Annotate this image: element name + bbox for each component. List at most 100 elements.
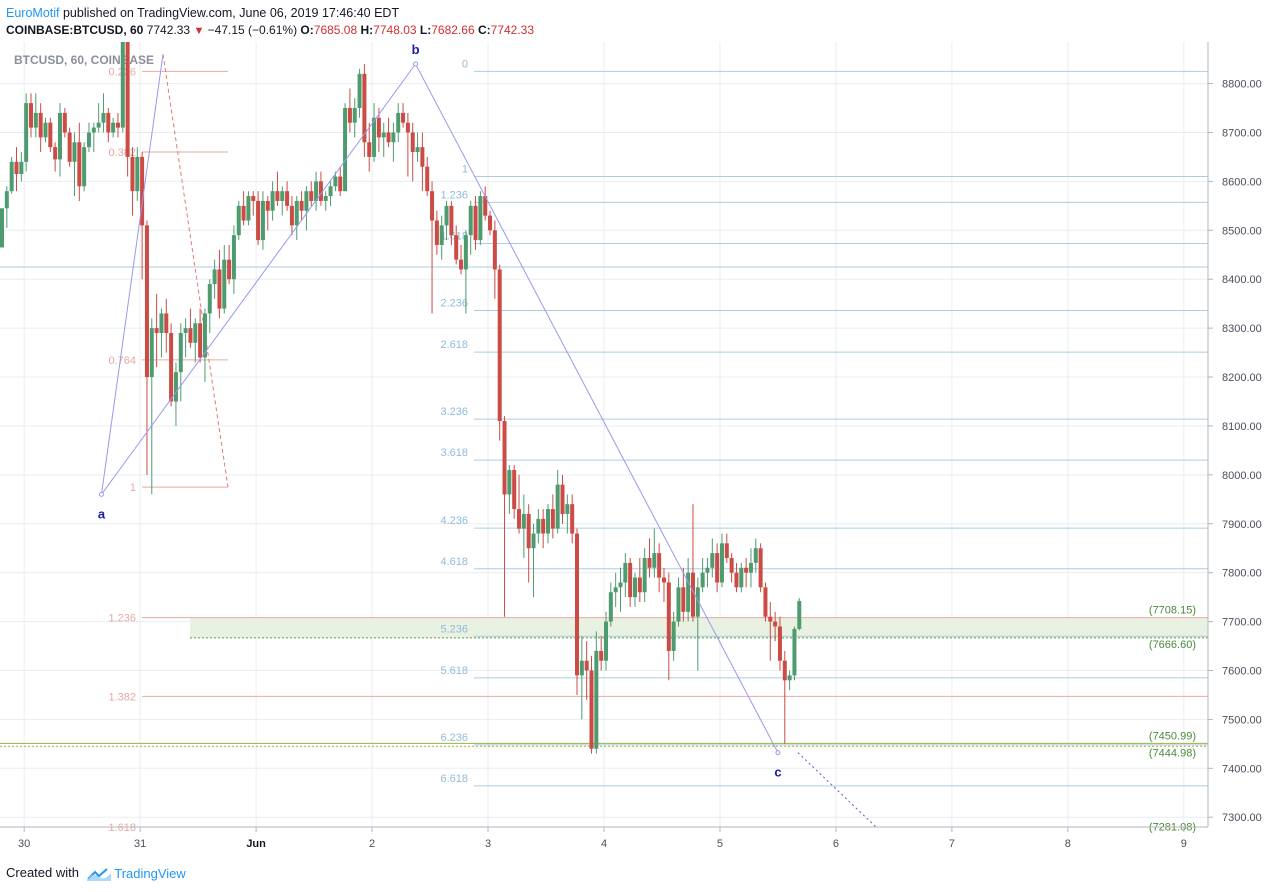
candle-body: [608, 592, 613, 622]
candle-body: [77, 142, 82, 187]
candle: [623, 553, 628, 598]
candle-body: [270, 191, 275, 211]
candle: [72, 132, 77, 197]
candle: [492, 220, 497, 299]
candle-body: [57, 112, 62, 160]
candle: [164, 298, 169, 353]
candle: [502, 416, 507, 617]
price-level-label: (7444.98): [1149, 747, 1196, 759]
candle-body: [231, 235, 236, 280]
candle: [661, 567, 666, 603]
candle: [695, 577, 700, 671]
candle-body: [169, 333, 174, 402]
candle: [125, 42, 130, 177]
candle-body: [430, 191, 435, 221]
candle-body: [748, 562, 753, 573]
candle-body: [777, 626, 782, 661]
candle-body: [719, 543, 724, 583]
candle: [729, 553, 734, 583]
candle-body: [285, 191, 290, 206]
candle: [719, 533, 724, 588]
close-label: C:: [477, 23, 491, 37]
high-value: 7748.03: [373, 23, 417, 37]
candle-body: [739, 567, 744, 588]
time-axis-label: 7: [949, 838, 955, 850]
candle-body: [705, 567, 710, 573]
candle-body: [782, 660, 787, 681]
candle: [410, 122, 415, 182]
candle: [531, 523, 536, 598]
wave-line-start: [100, 54, 164, 495]
candle-body: [164, 313, 169, 334]
candle: [555, 469, 560, 534]
chart-area[interactable]: BTCUSD, 60, COINBASE0.2360.3820.76411.23…: [0, 42, 1265, 857]
candle-body: [314, 181, 319, 201]
candle: [758, 543, 763, 593]
candle: [681, 567, 686, 622]
candle-body: [753, 548, 758, 563]
author-link[interactable]: EuroMotif: [6, 6, 60, 20]
candle-body: [96, 122, 101, 128]
low-value: 7682.66: [431, 23, 475, 37]
candle-body: [111, 122, 116, 133]
candle-body: [439, 225, 444, 245]
candle: [642, 548, 647, 603]
candle-body: [415, 147, 420, 153]
fib-blue-level-label: 2.236: [440, 298, 468, 310]
candle-body: [454, 235, 459, 260]
price-axis-label: 8100.00: [1222, 421, 1262, 433]
candle: [144, 220, 149, 475]
candle-body: [357, 73, 362, 109]
candle: [632, 572, 637, 607]
candle-body: [24, 103, 29, 162]
candle: [62, 108, 67, 138]
candle-body: [62, 112, 67, 133]
candle-body: [468, 205, 473, 236]
candle-body: [28, 103, 33, 128]
candle: [565, 494, 570, 534]
candle: [173, 362, 178, 426]
triangle-down-icon: ▼: [193, 25, 205, 37]
candle-body: [599, 650, 604, 661]
candle: [517, 474, 522, 534]
time-axis-label: 2: [369, 838, 375, 850]
time-axis-label: 31: [134, 838, 146, 850]
candle: [231, 225, 236, 294]
candle-body: [444, 205, 449, 226]
candle: [463, 230, 468, 314]
low-label: L:: [419, 23, 432, 37]
candle-body: [449, 205, 454, 236]
candle: [48, 117, 53, 153]
candle-body: [343, 108, 348, 192]
candle: [202, 308, 207, 382]
fib-red-level-label: 0.764: [108, 355, 136, 367]
candle: [439, 215, 444, 260]
candle: [724, 533, 729, 563]
candle-body: [33, 112, 38, 128]
candle-body: [265, 200, 270, 211]
candle-body: [560, 484, 565, 514]
tradingview-link[interactable]: TradingView: [114, 866, 186, 882]
candle-body: [792, 628, 797, 676]
candle: [396, 103, 401, 143]
candle: [86, 122, 91, 153]
candle: [690, 504, 695, 622]
candle-body: [38, 112, 43, 138]
candle: [367, 122, 372, 172]
time-axis-label: 6: [833, 838, 839, 850]
candle: [386, 117, 391, 148]
candle-body: [666, 582, 671, 651]
candle-body: [318, 181, 323, 201]
symbol-watermark: BTCUSD, 60, COINBASE: [14, 53, 154, 67]
candle-body: [299, 200, 304, 211]
candle: [376, 108, 381, 153]
candle-body: [521, 513, 526, 529]
candle: [347, 88, 352, 133]
candle-body: [222, 259, 227, 309]
fib-blue-level-label: 4.236: [440, 515, 468, 527]
candle: [323, 191, 328, 211]
candle-body: [246, 196, 251, 221]
price-chart[interactable]: BTCUSD, 60, COINBASE0.2360.3820.76411.23…: [0, 42, 1265, 857]
candle-body: [618, 582, 623, 588]
candle: [782, 650, 787, 744]
